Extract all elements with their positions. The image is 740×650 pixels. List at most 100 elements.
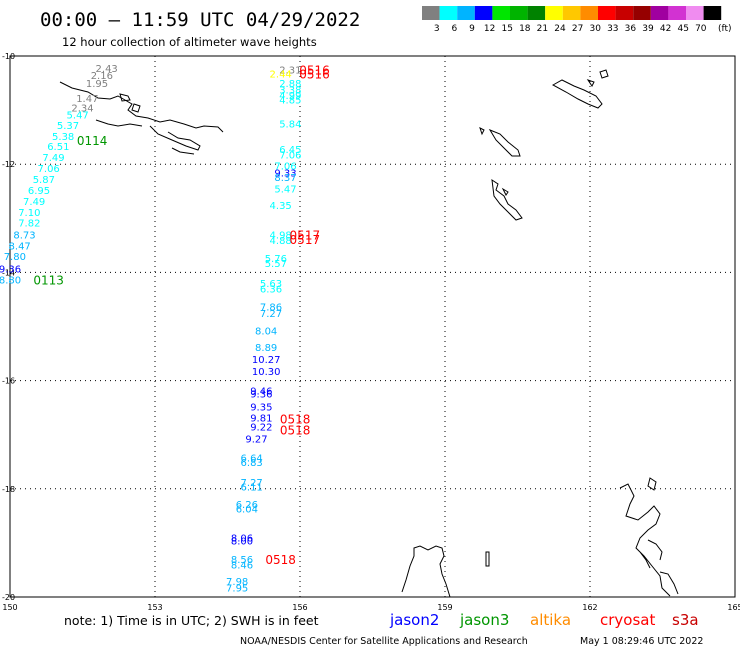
swh-color-legend: 3 6 9 12 15 18 21 24 27 30 33 36 39 42 45 70 — [422, 6, 722, 34]
swh-value: 3.38 — [279, 86, 301, 97]
coastlines — [59, 69, 679, 598]
swh-value: 8.89 — [255, 343, 277, 354]
legend-swatch — [703, 6, 722, 20]
legend-label: 27 — [572, 24, 583, 34]
swh-value: 7.06 — [274, 161, 296, 172]
chart-subtitle: 12 hour collection of altimeter wave hei… — [62, 35, 317, 49]
track-time-label: 0517 — [290, 233, 321, 247]
x-tick-label: 153 — [147, 603, 162, 612]
swh-value: 6.45 — [279, 145, 301, 156]
swh-value: 6.95 — [28, 186, 50, 197]
legend-swatch — [650, 6, 669, 20]
legend-swatch — [439, 6, 458, 20]
swh-value: 7.10 — [18, 208, 40, 219]
x-tick-label: 156 — [292, 603, 307, 612]
swh-value: 10.30 — [252, 367, 281, 378]
legend-label: 24 — [554, 24, 566, 34]
swh-value: 2.88 — [279, 79, 301, 90]
track-time-label: 0516 — [299, 67, 330, 81]
coastline-island-east-6 — [501, 187, 509, 196]
swh-value: 9.46 — [250, 386, 272, 397]
swh-value: 5.57 — [265, 259, 287, 270]
legend-swatch — [633, 6, 651, 20]
legend-swatch — [562, 6, 581, 20]
legend-swatch — [492, 6, 510, 20]
y-tick-label: -12 — [2, 160, 15, 169]
x-tick-label: 162 — [582, 603, 597, 612]
swh-value: 7.98 — [226, 577, 248, 588]
legend-swatch — [422, 6, 440, 20]
swh-value: 7.27 — [260, 309, 282, 320]
swh-value: 8.47 — [9, 241, 31, 252]
coastline-new-guinea-islands — [59, 81, 224, 155]
swh-value: 9.36 — [0, 265, 21, 276]
legend-swatch — [457, 6, 475, 20]
swh-value: 7.80 — [4, 252, 26, 263]
swh-value: 2.44 — [270, 69, 292, 80]
legend-swatch — [510, 6, 528, 20]
y-tick-label: -20 — [2, 593, 15, 602]
satellite-name: jason3 — [459, 611, 509, 629]
satellite-legend: jason2 jason3 altika cryosat s3a — [389, 611, 699, 629]
swh-value: 4.85 — [279, 95, 301, 106]
legend-swatch — [474, 6, 493, 20]
swh-value: 9.33 — [274, 168, 296, 179]
legend-label: 15 — [501, 24, 512, 34]
swh-value: 7.95 — [226, 583, 248, 594]
y-tick-label: -10 — [2, 52, 15, 61]
legend-label: 39 — [642, 24, 654, 34]
wave-height-labels: 2.312.442.883.384.994.855.846.457.067.06… — [0, 64, 301, 594]
swh-value: 1.95 — [86, 79, 108, 90]
swh-value: 6.83 — [241, 458, 263, 469]
swh-value: 7.27 — [241, 478, 263, 489]
legend-swatch — [527, 6, 546, 20]
swh-value: 5.84 — [279, 120, 301, 131]
swh-value: 9.81 — [250, 413, 272, 424]
swh-value: 5.47 — [274, 185, 296, 196]
swh-value: 5.87 — [33, 175, 55, 186]
satellite-name: jason2 — [389, 611, 439, 629]
swh-value: 7.49 — [42, 153, 64, 164]
legend-label: 45 — [677, 24, 688, 34]
legend-label: 18 — [519, 24, 531, 34]
swh-value: 5.37 — [57, 121, 79, 132]
swh-value: 8.80 — [0, 275, 21, 286]
legend-swatch — [668, 6, 686, 20]
swh-value: 8.56 — [231, 555, 253, 566]
swh-value: 4.88 — [270, 236, 292, 247]
swh-value: 5.47 — [67, 110, 89, 121]
legend-label: 30 — [589, 24, 601, 34]
plot-area: 150 153 156 159 162 165 -10 -12 -14 -16 -18 -20 2.3… — [0, 52, 740, 612]
coastline-island-east-4 — [479, 127, 485, 136]
track-time-label: 0518 — [280, 423, 311, 437]
swh-value: 8.46 — [231, 561, 253, 572]
swh-value: 5.38 — [52, 132, 74, 143]
swh-value: 8.00 — [231, 537, 253, 548]
x-tick-label: 165 — [727, 603, 740, 612]
legend-label: 42 — [660, 24, 671, 34]
swh-value: 8.04 — [255, 326, 277, 337]
swh-value: 2.31 — [279, 66, 301, 77]
legend-unit: (ft) — [718, 24, 732, 34]
y-tick-label: -16 — [2, 377, 15, 386]
coastline-reef-1 — [485, 551, 490, 567]
swh-value: 6.26 — [236, 500, 258, 511]
legend-swatch — [545, 6, 563, 20]
coastline-small-island-2 — [131, 103, 141, 113]
track-time-label: 0113 — [33, 273, 64, 287]
y-tick-label: -14 — [2, 268, 15, 277]
chart-title: 00:00 – 11:59 UTC 04/29/2022 — [40, 9, 360, 31]
coastline-island-east-5 — [491, 178, 523, 221]
axis-tick-labels: 150 153 156 159 162 165 -10 -12 -14 -16 -18 -20 — [2, 52, 740, 612]
legend-swatch — [598, 6, 616, 20]
swh-value: 5.63 — [260, 279, 282, 290]
swh-value: 7.82 — [18, 219, 40, 230]
swh-value: 4.98 — [270, 231, 292, 242]
swh-value: 8.73 — [13, 231, 35, 242]
coastline-island-east-1 — [551, 79, 603, 109]
satellite-name: cryosat — [600, 611, 655, 629]
coastline-queensland — [401, 545, 451, 598]
swh-value: 9.36 — [250, 390, 272, 401]
swh-value: 10.27 — [252, 355, 281, 366]
